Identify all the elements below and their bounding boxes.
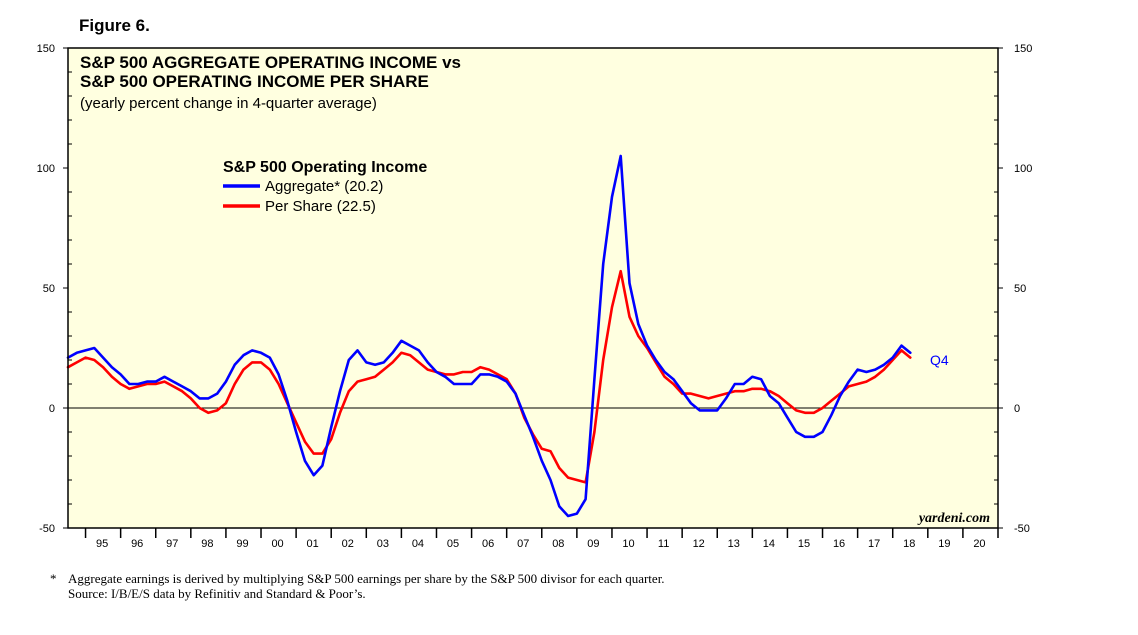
chart-subtitle: (yearly percent change in 4-quarter aver… [80,95,377,112]
xtick-label: 96 [131,538,143,550]
xtick-label: 16 [833,538,845,550]
xtick-label: 03 [377,538,389,550]
legend-label-aggregate: Aggregate* (20.2) [265,178,383,195]
ytick-label-left: 50 [43,283,55,295]
xtick-label: 00 [271,538,283,550]
xtick-label: 17 [868,538,880,550]
watermark: yardeni.com [917,511,990,526]
xtick-label: 12 [693,538,705,550]
xtick-label: 09 [587,538,599,550]
ytick-label-right: 50 [1014,283,1026,295]
xtick-label: 02 [342,538,354,550]
ytick-label-right: 100 [1014,163,1032,175]
footnote: * Aggregate earnings is derived by multip… [50,571,665,601]
xtick-label: 11 [658,538,669,550]
xtick-label: 04 [412,538,424,550]
plot-frame [67,47,999,529]
ytick-label-left: 150 [37,43,55,55]
xtick-label: 13 [728,538,740,550]
xtick-label: 95 [96,538,108,550]
xtick-label: 07 [517,538,529,550]
ytick-label-right: -50 [1014,523,1030,535]
xtick-label: 15 [798,538,810,550]
chart-title-line1: S&P 500 AGGREGATE OPERATING INCOME vs [80,53,461,72]
xtick-label: 05 [447,538,459,550]
ytick-label-right: 0 [1014,403,1020,415]
legend-title: S&P 500 Operating Income [223,159,427,176]
xtick-label: 01 [307,538,319,550]
series-line-aggregate [66,154,912,518]
xtick-label: 06 [482,538,494,550]
xtick-label: 18 [903,538,915,550]
ytick-label-left: 0 [49,403,55,415]
legend-label-per-share: Per Share (22.5) [265,198,376,215]
footnote-line1: * Aggregate earnings is derived by multip… [50,571,665,586]
footnote-source: Source: I/B/E/S data by Refinitiv and St… [68,586,366,601]
xtick-label: 10 [622,538,634,550]
ytick-label-left: 100 [37,163,55,175]
xtick-label: 14 [763,538,775,550]
end-label-q4: Q4 [930,352,949,368]
series-line-per-share [66,269,912,484]
xtick-label: 08 [552,538,564,550]
ytick-label-right: 150 [1014,43,1032,55]
chart-title-line2: S&P 500 OPERATING INCOME PER SHARE [80,72,429,91]
series-lines [66,154,912,518]
xtick-label: 97 [166,538,178,550]
figure-label: Figure 6. [79,16,150,35]
xtick-label: 19 [938,538,950,550]
legend: S&P 500 Operating Income Aggregate* (20.… [223,159,427,215]
plot-area [68,48,998,528]
xtick-label: 98 [201,538,213,550]
xtick-label: 20 [973,538,985,550]
ytick-label-left: -50 [39,523,55,535]
footnote-text: Aggregate earnings is derived by multipl… [68,571,665,586]
footnote-marker: * [50,571,57,586]
xtick-label: 99 [236,538,248,550]
